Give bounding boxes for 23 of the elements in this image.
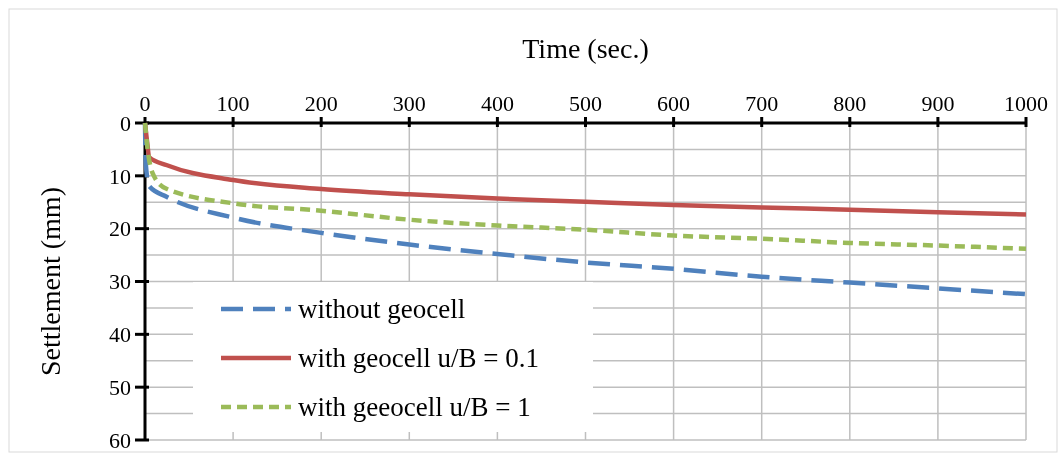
x-tick-label: 100 xyxy=(216,91,250,116)
x-axis-title: Time (sec.) xyxy=(522,33,649,64)
x-tick-label: 300 xyxy=(392,91,426,116)
legend-label: with geocell u/B = 0.1 xyxy=(298,343,539,374)
y-tick-label: 10 xyxy=(109,163,131,189)
legend-label: with geeocell u/B = 1 xyxy=(298,392,531,423)
y-tick-label: 20 xyxy=(109,216,131,242)
x-tick-label: 500 xyxy=(569,91,602,116)
y-tick-label: 50 xyxy=(109,374,131,400)
y-tick-label: 0 xyxy=(120,110,131,136)
x-tick-label: 400 xyxy=(480,91,514,116)
y-axis-title: Settlement (mm) xyxy=(35,187,66,376)
x-tick-label: 600 xyxy=(657,91,691,116)
x-tick-label: 1000 xyxy=(1004,91,1048,116)
x-tick-label: 700 xyxy=(745,91,779,116)
x-tick-label: 0 xyxy=(139,91,151,116)
y-tick-label: 40 xyxy=(109,322,131,348)
y-tick-label: 60 xyxy=(109,427,131,453)
x-tick-label: 200 xyxy=(304,91,338,116)
x-tick-label: 900 xyxy=(921,91,955,116)
y-tick-label: 30 xyxy=(109,269,131,295)
x-tick-label: 800 xyxy=(833,91,867,116)
legend-label: without geocell xyxy=(298,294,466,325)
